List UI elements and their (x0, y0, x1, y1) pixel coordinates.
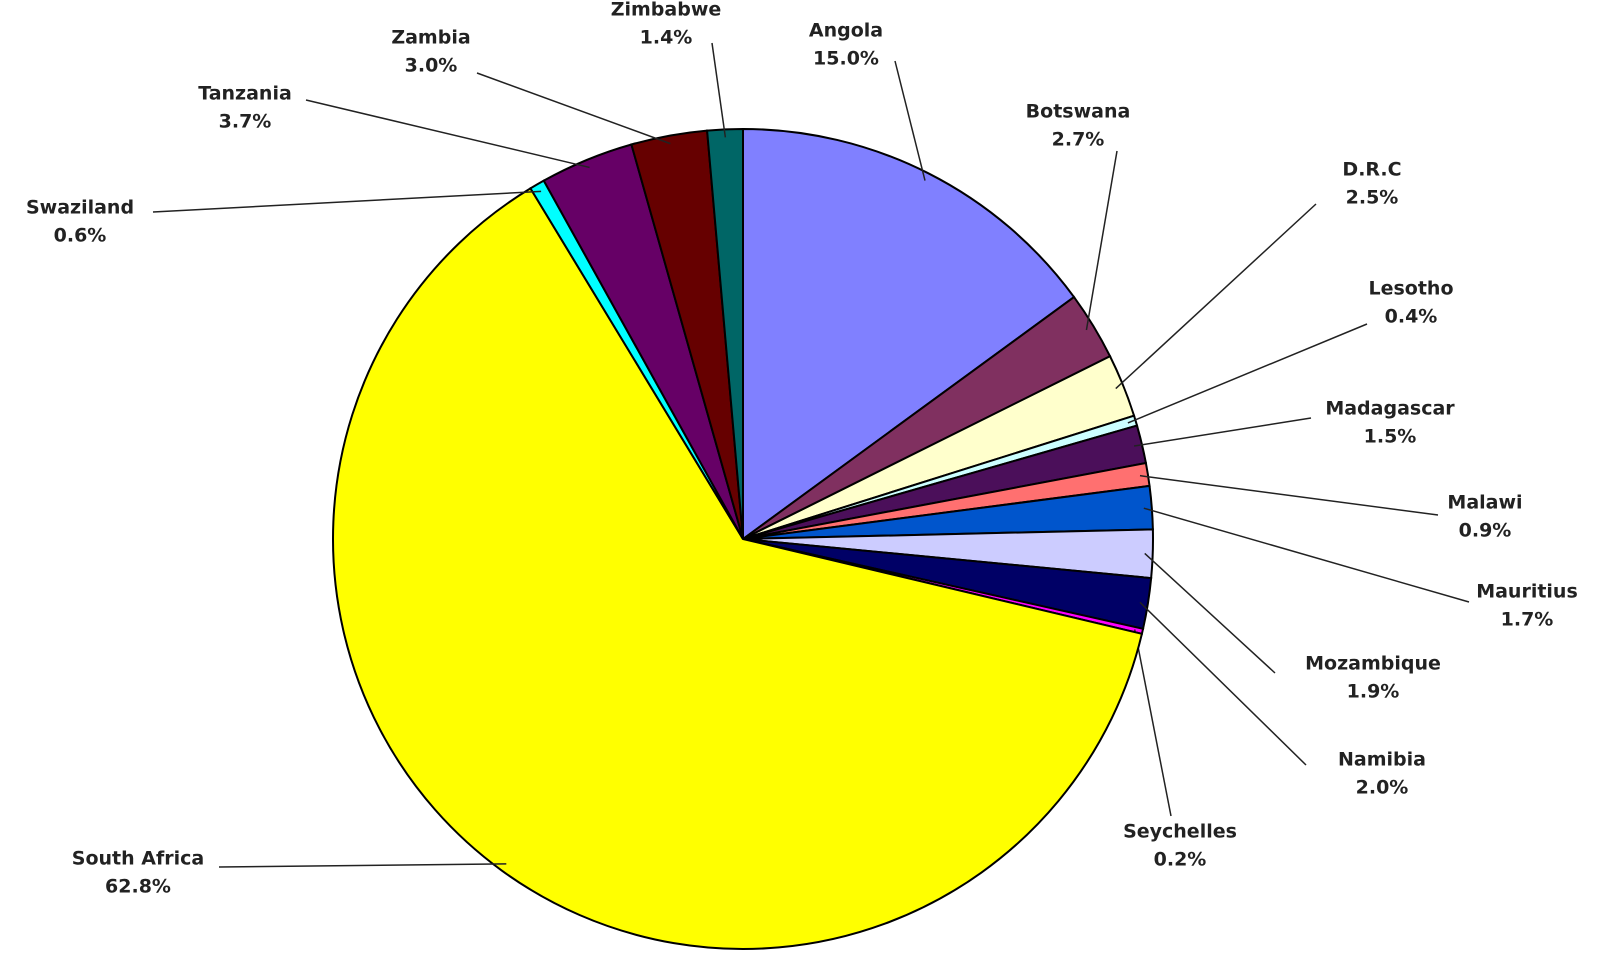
leader-line (1133, 417, 1312, 447)
slice-label: Zimbabwe (611, 0, 722, 21)
slice-label: Malawi (1447, 492, 1522, 514)
slice-label: D.R.C (1342, 159, 1401, 181)
leader-line (1115, 203, 1317, 390)
slice-label: Madagascar (1325, 398, 1455, 420)
leader-line (1144, 552, 1276, 674)
leader-line (711, 42, 727, 138)
slice-value-label: 1.9% (1347, 681, 1400, 703)
slice-label: Swaziland (26, 197, 134, 219)
slice-label: Lesotho (1368, 278, 1453, 300)
slice-label: Mozambique (1305, 653, 1441, 675)
leader-line (1085, 150, 1118, 331)
slice-value-label: 3.7% (219, 111, 272, 133)
leader-line (1133, 629, 1172, 817)
slice-value-label: 1.5% (1364, 426, 1417, 448)
slice-value-label: 0.6% (54, 225, 107, 247)
slice-value-label: 2.5% (1346, 187, 1399, 209)
slice-label: Namibia (1338, 749, 1426, 771)
slice-value-label: 1.7% (1501, 609, 1554, 631)
leader-line (1127, 323, 1368, 424)
leader-line (152, 190, 542, 213)
slice-label: South Africa (72, 848, 204, 870)
slice-value-label: 62.8% (105, 876, 171, 898)
pie-slice (706, 127, 744, 540)
slice-label: Mauritius (1476, 581, 1578, 603)
slice-value-label: 1.4% (640, 27, 693, 49)
leader-line (305, 99, 590, 169)
slice-value-label: 3.0% (405, 55, 458, 77)
slice-label: Tanzania (198, 83, 292, 105)
leader-line (1139, 474, 1439, 516)
slice-value-label: 2.7% (1052, 129, 1105, 151)
slice-label: Seychelles (1123, 821, 1237, 843)
slice-value-label: 0.9% (1459, 520, 1512, 542)
pie-slice (742, 127, 1076, 541)
leader-line (894, 60, 926, 181)
slice-value-label: 0.4% (1385, 306, 1438, 328)
leader-line (1143, 507, 1470, 603)
leader-line (1139, 601, 1307, 766)
slice-value-label: 15.0% (813, 48, 879, 70)
slice-value-label: 2.0% (1356, 777, 1409, 799)
slice-value-label: 0.2% (1154, 849, 1207, 871)
slice-label: Angola (809, 20, 883, 42)
leader-line (476, 72, 671, 145)
slice-label: Zambia (391, 27, 470, 49)
slice-label: Botswana (1026, 101, 1131, 123)
pie-slice (332, 187, 1144, 950)
leader-line (218, 863, 507, 868)
